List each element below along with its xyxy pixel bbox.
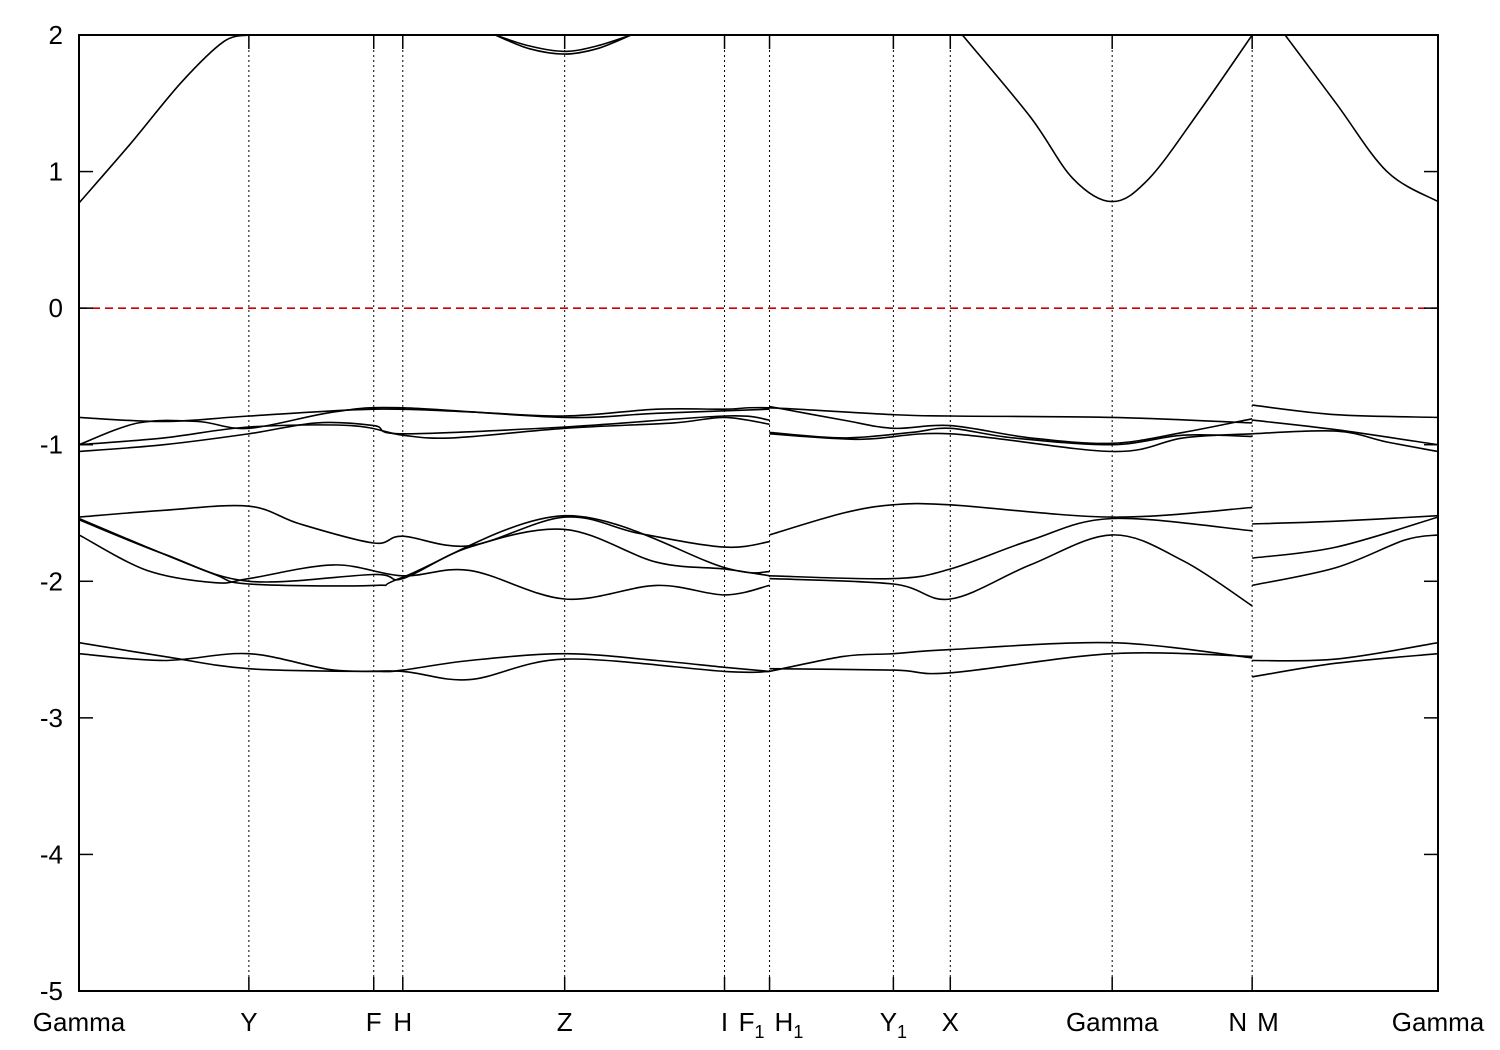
- kpoint-label: Z: [557, 1007, 573, 1037]
- y-tick-label: -3: [40, 703, 63, 733]
- kpoint-label: H: [393, 1007, 412, 1037]
- kpoint-label: F: [366, 1007, 382, 1037]
- y-tick-label: -2: [40, 566, 63, 596]
- kpoint-label: H1: [775, 1007, 804, 1042]
- kpoint-label: Gamma: [1066, 1007, 1159, 1037]
- kpoint-label: Y: [240, 1007, 257, 1037]
- band-line: [1252, 534, 1438, 587]
- band-line: [1252, 516, 1438, 559]
- band-line: [769, 502, 1253, 536]
- y-tick-label: -5: [40, 976, 63, 1006]
- kpoint-label: Gamma: [33, 1007, 126, 1037]
- band-line: [961, 35, 1253, 203]
- band-line: [494, 35, 632, 55]
- band-line: [1252, 419, 1438, 446]
- band-line: [1252, 641, 1438, 662]
- band-line: [1252, 652, 1438, 678]
- plot-frame: [78, 34, 1439, 992]
- kpoint-label: I: [721, 1007, 728, 1037]
- band-line: [769, 432, 1253, 453]
- band-line: [79, 406, 1253, 424]
- y-tick-label: -1: [40, 430, 63, 460]
- y-axis-ticks: 2 1 0 -1 -2 -3 -4 -5: [40, 20, 1438, 1006]
- kpoint-label: N: [1228, 1007, 1247, 1037]
- band-series: [79, 35, 1438, 681]
- band-line: [769, 405, 1253, 445]
- band-line: [769, 427, 1253, 446]
- y-tick-label: 1: [49, 157, 63, 187]
- band-line: [1252, 429, 1438, 453]
- band-line: [769, 534, 1253, 607]
- kpoint-gridlines: [248, 35, 1253, 991]
- y-tick-label: 2: [49, 20, 63, 50]
- band-line: [79, 514, 770, 587]
- band-line: [769, 652, 1253, 675]
- band-line: [79, 652, 770, 681]
- band-line: [769, 641, 1253, 673]
- kpoint-label: X: [942, 1007, 959, 1037]
- y-tick-label: -4: [40, 839, 63, 869]
- band-line: [79, 519, 770, 583]
- kpoint-label: F1: [739, 1007, 765, 1042]
- band-line: [1252, 404, 1438, 419]
- band-line: [79, 416, 770, 446]
- kpoint-label: M: [1257, 1007, 1279, 1037]
- band-line: [79, 534, 770, 601]
- band-line: [79, 35, 250, 204]
- band-line: [79, 504, 770, 549]
- y-tick-label: 0: [49, 293, 63, 323]
- band-line: [79, 415, 770, 453]
- band-line: [79, 641, 770, 673]
- kpoint-label: Gamma: [1392, 1007, 1485, 1037]
- band-line: [1284, 35, 1438, 203]
- band-line: [494, 35, 632, 53]
- kpoint-label: Y1: [880, 1007, 907, 1042]
- band-line: [79, 406, 770, 446]
- x-axis-ticks: Gamma Y Gamma F H Z I F1 H1 Y1 X Gamma N M: [33, 35, 1485, 1042]
- band-line: [769, 517, 1253, 580]
- band-line: [1252, 514, 1438, 525]
